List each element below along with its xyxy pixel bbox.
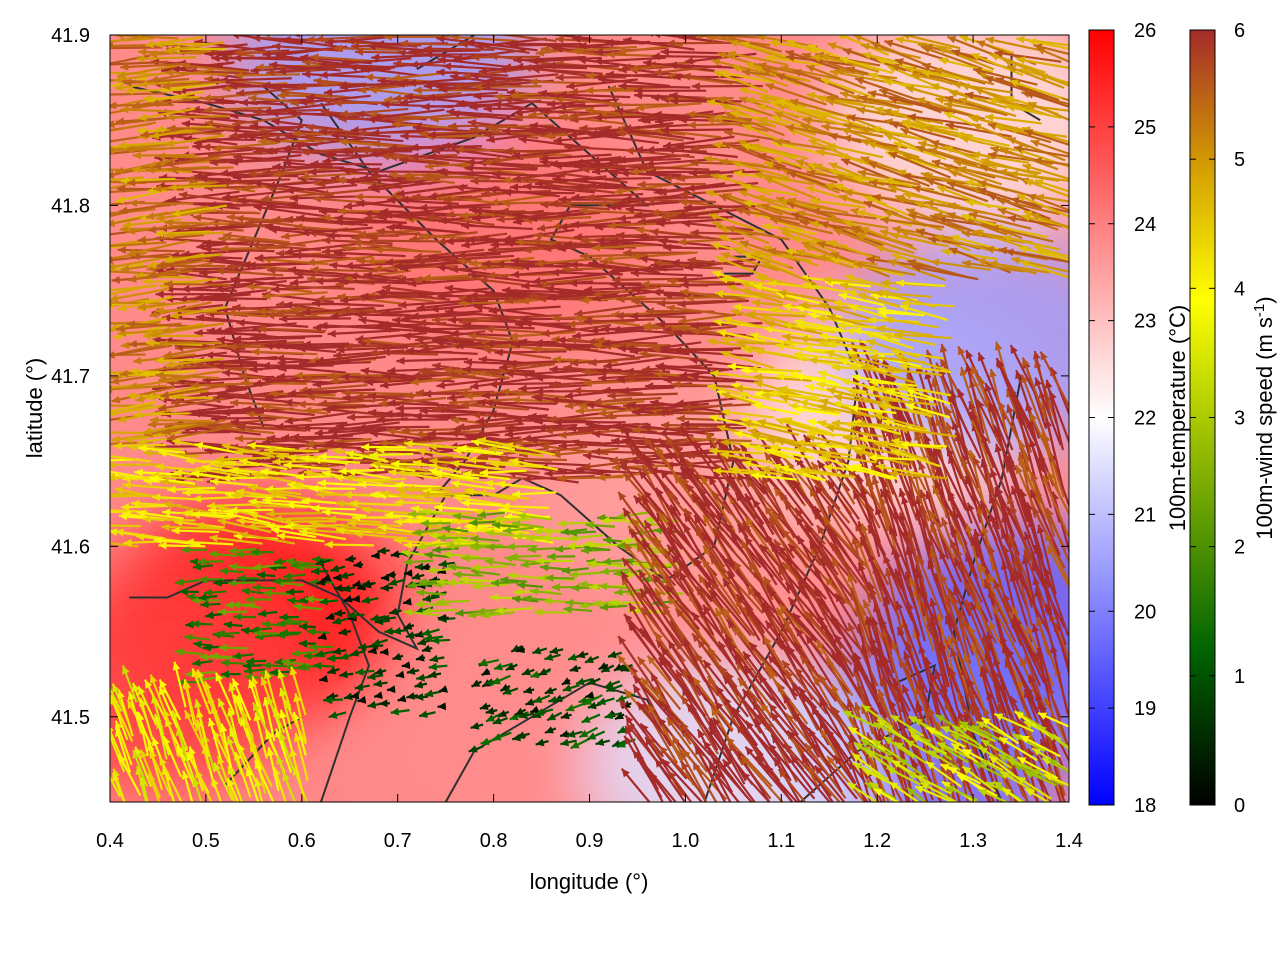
x-axis-label: longitude (°)	[530, 869, 649, 894]
temperature-colorbar-label: 100m-temperature (°C)	[1165, 305, 1190, 531]
y-tick-label: 41.5	[51, 707, 90, 729]
y-tick-label: 41.9	[51, 25, 90, 47]
temperature-colorbar-tick-label: 22	[1134, 408, 1156, 430]
temperature-colorbar-tick-label: 19	[1134, 698, 1156, 720]
plot-area	[8, 0, 1171, 878]
temperature-colorbar-tick-label: 26	[1134, 20, 1156, 42]
wind-colorbar-tick-label: 6	[1234, 20, 1245, 42]
x-tick-label: 0.4	[96, 830, 124, 852]
temperature-colorbar-tick-label: 18	[1134, 795, 1156, 817]
wind-colorbar-tick-label: 3	[1234, 408, 1245, 430]
wind-colorbar-label-superscript: -1	[1251, 304, 1268, 317]
wind-colorbar-tick-label: 4	[1234, 278, 1245, 300]
wind-colorbar-tick-label: 1	[1234, 666, 1245, 688]
x-tick-label: 1.4	[1055, 830, 1083, 852]
y-axis-label: latitude (°)	[22, 358, 47, 459]
y-tick-label: 41.7	[51, 366, 90, 388]
y-tick-label: 41.8	[51, 195, 90, 217]
temperature-colorbar-tick-label: 24	[1134, 214, 1156, 236]
x-tick-label: 0.5	[192, 830, 220, 852]
temperature-colorbar-tick-label: 20	[1134, 601, 1156, 623]
x-tick-label: 1.0	[671, 830, 699, 852]
temperature-colorbar-tick-label: 25	[1134, 117, 1156, 139]
temperature-colorbar-tick-label: 23	[1134, 311, 1156, 333]
wind-colorbar-tick-label: 0	[1234, 795, 1245, 817]
wind-colorbar-tick-label: 5	[1234, 149, 1245, 171]
temperature-colorbar-tick-label: 21	[1134, 504, 1156, 526]
x-tick-label: 0.9	[576, 830, 604, 852]
wind-colorbar-label-main: 100m-wind speed (m s	[1252, 317, 1277, 540]
x-tick-label: 1.1	[767, 830, 795, 852]
y-tick-label: 41.6	[51, 536, 90, 558]
x-tick-label: 1.2	[863, 830, 891, 852]
x-tick-label: 0.6	[288, 830, 316, 852]
x-tick-label: 0.7	[384, 830, 412, 852]
wind-colorbar-label-close: )	[1252, 296, 1277, 303]
wind-colorbar-tick-label: 2	[1234, 537, 1245, 559]
x-tick-label: 1.3	[959, 830, 987, 852]
wind-colorbar-label: 100m-wind speed (m s-1)	[1251, 296, 1277, 539]
x-tick-label: 0.8	[480, 830, 508, 852]
